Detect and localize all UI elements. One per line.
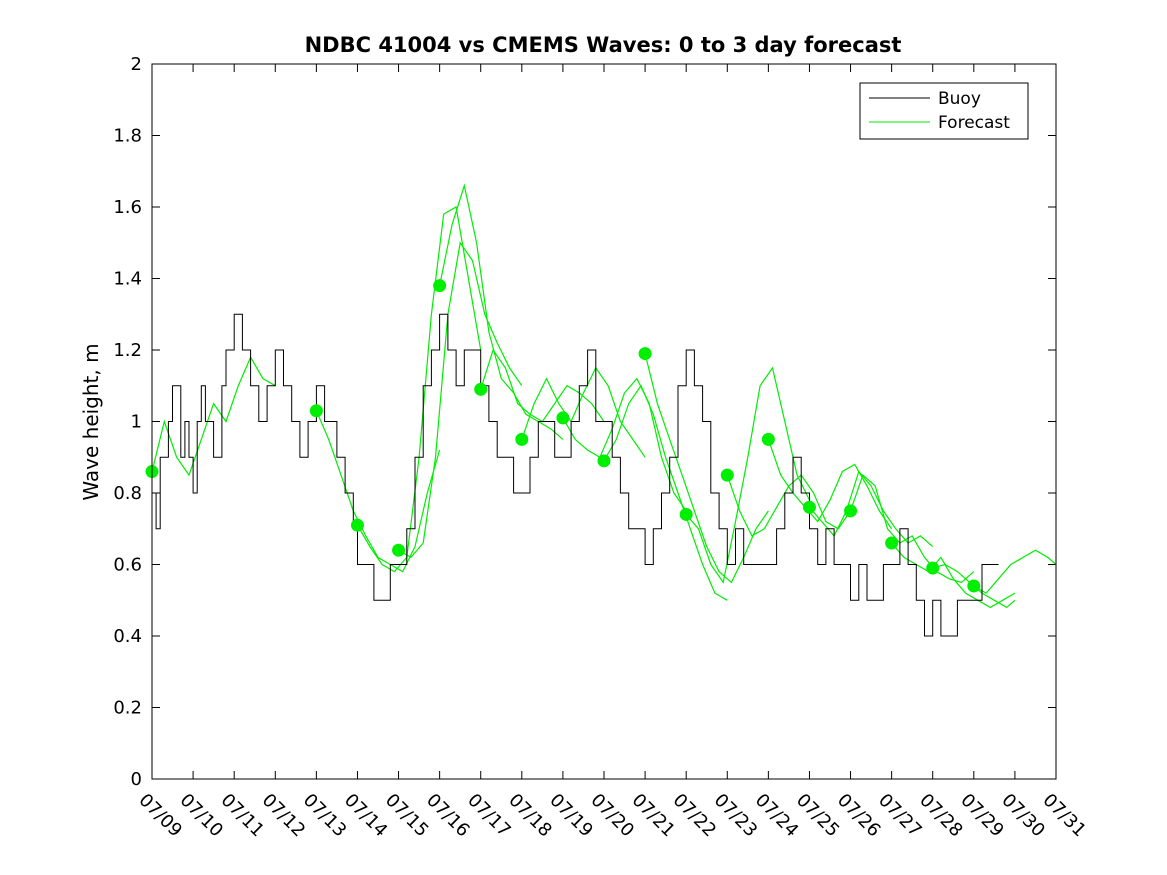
x-tick-label: 07/22 xyxy=(669,790,721,842)
analysis-point xyxy=(597,454,611,468)
x-tick-label: 07/17 xyxy=(463,790,515,842)
analysis-point xyxy=(433,279,447,293)
y-tick-label: 1.8 xyxy=(113,126,142,147)
y-tick-label: 0.8 xyxy=(113,483,142,504)
y-tick-label: 2 xyxy=(131,54,142,75)
y-tick-label: 0.2 xyxy=(113,698,142,719)
x-tick-label: 07/21 xyxy=(628,790,680,842)
analysis-point xyxy=(926,561,940,575)
x-tick-label: 07/23 xyxy=(710,790,762,842)
x-tick-label: 07/16 xyxy=(422,790,474,842)
y-tick-label: 0.4 xyxy=(113,626,142,647)
forecast-line xyxy=(973,549,1057,594)
legend-box xyxy=(859,82,1029,140)
forecast-line xyxy=(151,355,276,477)
y-ticks: 0 0.2 0.4 0.6 0.8 1 1.2 1.4 1.6 1.8 2 xyxy=(113,54,1056,790)
legend-buoy-label: Buoy xyxy=(938,89,981,109)
analysis-point xyxy=(515,432,529,446)
forecast-line xyxy=(562,377,687,512)
analysis-point xyxy=(556,411,570,425)
analysis-point xyxy=(967,579,981,593)
x-tick-label: 07/09 xyxy=(134,790,186,842)
analysis-point xyxy=(638,347,652,361)
forecast-line xyxy=(726,474,851,537)
analysis-point xyxy=(309,404,323,418)
y-tick-label: 0 xyxy=(131,769,142,790)
x-tick-label: 07/11 xyxy=(217,790,269,842)
x-tick-label: 07/14 xyxy=(340,790,392,842)
analysis-point xyxy=(392,543,406,557)
x-tick-label: 07/25 xyxy=(792,790,844,842)
x-tick-label: 07/12 xyxy=(258,790,310,842)
legend: Buoy Forecast xyxy=(859,82,1029,140)
forecast-line xyxy=(767,439,893,530)
forecast-line xyxy=(685,366,811,584)
x-tick-label: 07/10 xyxy=(176,790,228,842)
x-tick-label: 07/28 xyxy=(915,790,967,842)
x-tick-label: 07/20 xyxy=(586,790,638,842)
analysis-point xyxy=(474,382,488,396)
analysis-point xyxy=(350,518,364,532)
forecast-line xyxy=(439,183,564,440)
y-tick-label: 1.2 xyxy=(113,340,142,361)
forecast-line xyxy=(521,366,646,458)
y-tick-label: 1.4 xyxy=(113,269,142,290)
analysis-point xyxy=(844,504,858,518)
x-tick-label: 07/15 xyxy=(381,790,433,842)
forecast-line xyxy=(603,384,728,601)
x-tick-label: 07/31 xyxy=(1038,790,1090,842)
x-tick-label: 07/26 xyxy=(833,790,885,842)
y-tick-label: 1 xyxy=(131,412,142,433)
forecast-line xyxy=(849,474,975,584)
forecast-line xyxy=(315,410,441,573)
buoy-line xyxy=(152,313,999,637)
y-axis-label: Wave height, m xyxy=(79,343,103,500)
y-tick-label: 1.6 xyxy=(113,197,142,218)
analysis-point xyxy=(885,536,899,550)
analysis-point xyxy=(720,468,734,482)
analysis-point xyxy=(761,432,775,446)
chart-title: NDBC 41004 vs CMEMS Waves: 0 to 3 day fo… xyxy=(305,33,902,57)
legend-forecast-label: Forecast xyxy=(938,113,1010,133)
x-tick-label: 07/30 xyxy=(997,790,1049,842)
x-tick-label: 07/18 xyxy=(504,790,556,842)
forecast-line xyxy=(398,241,523,559)
x-tick-label: 07/19 xyxy=(545,790,597,842)
plot-frame xyxy=(151,63,1057,780)
y-tick-label: 0.6 xyxy=(113,555,142,576)
x-tick-label: 07/27 xyxy=(874,790,926,842)
forecast-line xyxy=(644,353,769,584)
analysis-points xyxy=(145,279,981,593)
analysis-point xyxy=(679,507,693,521)
buoy-series-line xyxy=(152,313,999,637)
analysis-point xyxy=(802,500,816,514)
x-tick-label: 07/13 xyxy=(299,790,351,842)
x-tick-label: 07/29 xyxy=(956,790,1008,842)
forecast-line xyxy=(809,470,934,548)
forecast-line xyxy=(891,542,1016,609)
x-tick-label: 07/24 xyxy=(751,790,803,842)
